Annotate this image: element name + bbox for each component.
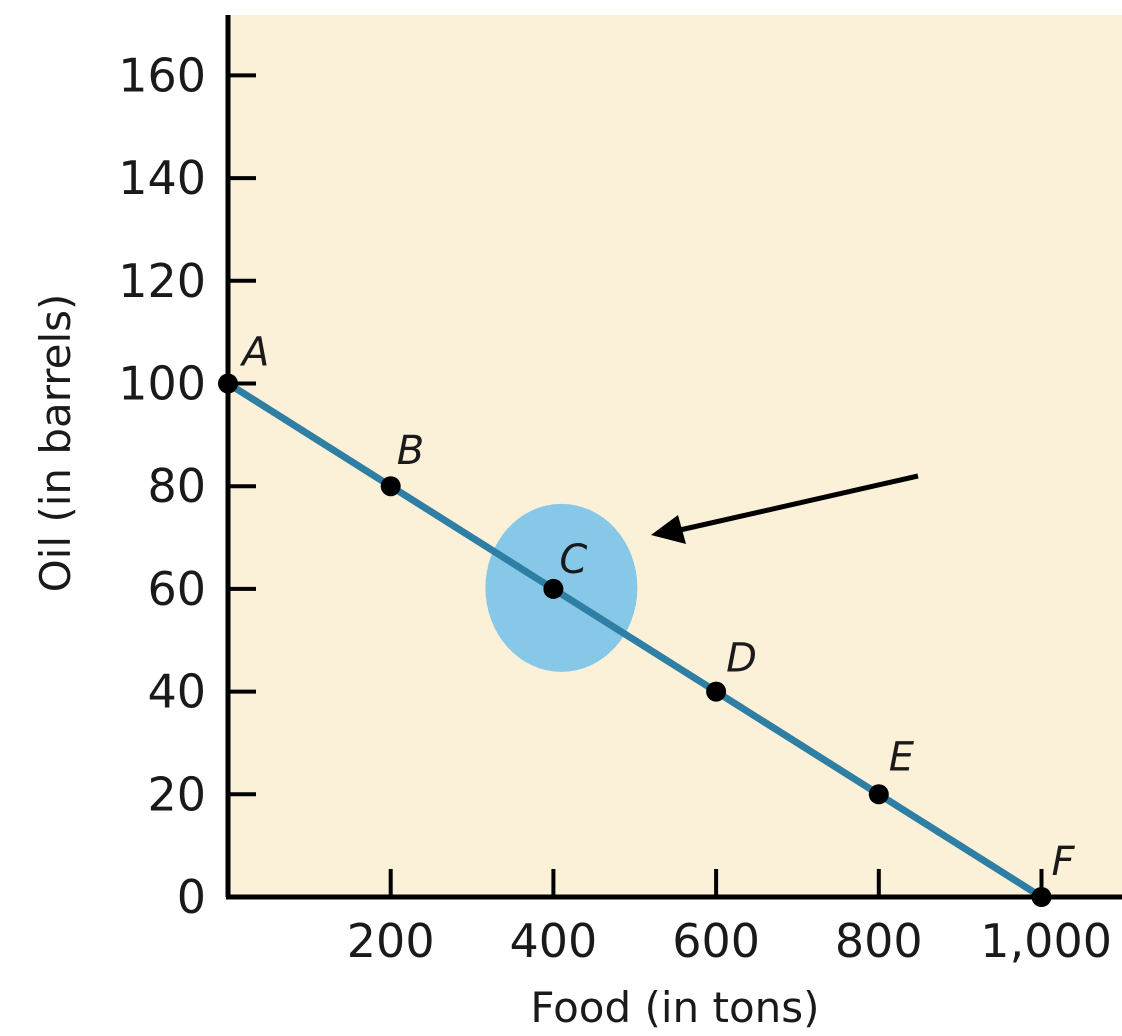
y-tick-label: 140 [118,151,206,205]
x-tick-label: 1,000 [980,914,1112,968]
point-A [218,373,238,394]
arrow-shaft [679,473,919,533]
point-label-C: C [559,537,587,583]
point-label-F: F [1052,839,1076,885]
y-tick-label: 40 [147,665,206,719]
series-line-layer [224,380,1045,901]
point-F [1031,887,1052,907]
x-tick-label: 600 [672,914,760,968]
tick-labels: 0 20 40 60 80 100 120 140 160 200 400 600 800 1,000 [118,48,1112,968]
point-E [868,784,889,805]
y-tick-label: 100 [118,357,206,411]
y-tick-label: 80 [147,459,206,513]
arrow-head [651,515,686,544]
y-tick-label: 120 [118,254,206,308]
point-label-B: B [397,428,424,474]
y-tick-label: 0 [177,870,206,924]
point-label-E: E [889,734,915,780]
y-axis-title: Oil (in barrels) [31,294,80,593]
plot-area [228,15,1122,898]
point-C [543,578,564,599]
y-tick-label: 20 [147,767,206,821]
point-label-A: A [239,330,269,376]
x-tick-label: 200 [347,914,435,968]
x-tick-label: 800 [835,914,923,968]
y-tick-label: 160 [118,48,206,102]
point-label-D: D [726,636,757,682]
x-tick-label: 400 [509,914,597,968]
series-line [224,380,1045,901]
annotations [651,473,919,544]
axes [225,15,1122,900]
point-D [706,681,727,702]
x-axis-title: Food (in tons) [530,983,819,1032]
point-B [380,476,401,497]
y-tick-label: 60 [147,562,206,616]
data-points: A B C D E F [218,330,1076,907]
